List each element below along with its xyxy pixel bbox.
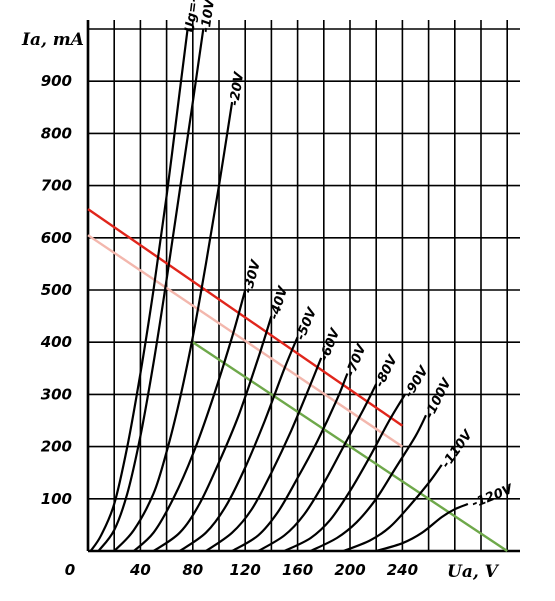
y-tick-label: 100 bbox=[41, 490, 72, 508]
curve-label-7: -60V bbox=[317, 326, 344, 364]
y-axis-label: Ia, mA bbox=[21, 30, 84, 50]
curve-label-8: -70V bbox=[343, 341, 370, 379]
load-lines bbox=[87, 208, 508, 552]
curve-12 bbox=[343, 464, 443, 553]
x-axis-label: Ua, V bbox=[447, 562, 500, 582]
curve-6 bbox=[179, 336, 299, 552]
x-tick-label: 240 bbox=[387, 561, 418, 579]
curve-label-12: -110V bbox=[439, 427, 477, 471]
y-tick-label: 500 bbox=[41, 281, 72, 299]
y-tick-label: 300 bbox=[41, 385, 72, 403]
tick-labels: 100 200 300 400 500 600 700 800 900 0 40 80 120 160 20… bbox=[40, 72, 418, 579]
curve-label-2: -10V bbox=[198, 0, 218, 34]
curve-13 bbox=[375, 502, 469, 553]
curve-2 bbox=[97, 28, 205, 552]
y-tick-label: 900 bbox=[41, 72, 72, 90]
load-line bbox=[87, 208, 404, 427]
y-tick-label: 200 bbox=[41, 438, 72, 456]
curve-label-13: -120V bbox=[470, 482, 516, 512]
x-tick-label: 80 bbox=[182, 561, 203, 579]
curve-4 bbox=[133, 289, 247, 552]
x-tick-label: 0 bbox=[65, 561, 75, 579]
curve-label-3: -20V bbox=[227, 70, 247, 106]
curve-label-11: -100V bbox=[422, 375, 455, 421]
y-tick-label: 600 bbox=[41, 229, 72, 247]
curve-5 bbox=[152, 315, 273, 552]
load-line bbox=[192, 341, 508, 552]
curve-8 bbox=[231, 373, 349, 552]
y-tick-label: 700 bbox=[41, 177, 72, 195]
x-tick-label: 200 bbox=[334, 561, 365, 579]
curve-11 bbox=[310, 414, 427, 552]
curve-9 bbox=[257, 383, 378, 552]
load-line bbox=[87, 234, 404, 448]
x-tick-label: 120 bbox=[230, 561, 261, 579]
x-tick-label: 40 bbox=[129, 561, 151, 579]
x-tick-label: 160 bbox=[282, 561, 313, 579]
curves bbox=[89, 28, 469, 553]
curve-10 bbox=[284, 393, 406, 552]
curve-3 bbox=[113, 101, 234, 552]
y-tick-label: 800 bbox=[41, 124, 72, 142]
curve-1 bbox=[89, 28, 189, 552]
y-tick-label: 400 bbox=[40, 333, 72, 351]
curve-7 bbox=[205, 357, 323, 552]
grid bbox=[86, 20, 520, 553]
